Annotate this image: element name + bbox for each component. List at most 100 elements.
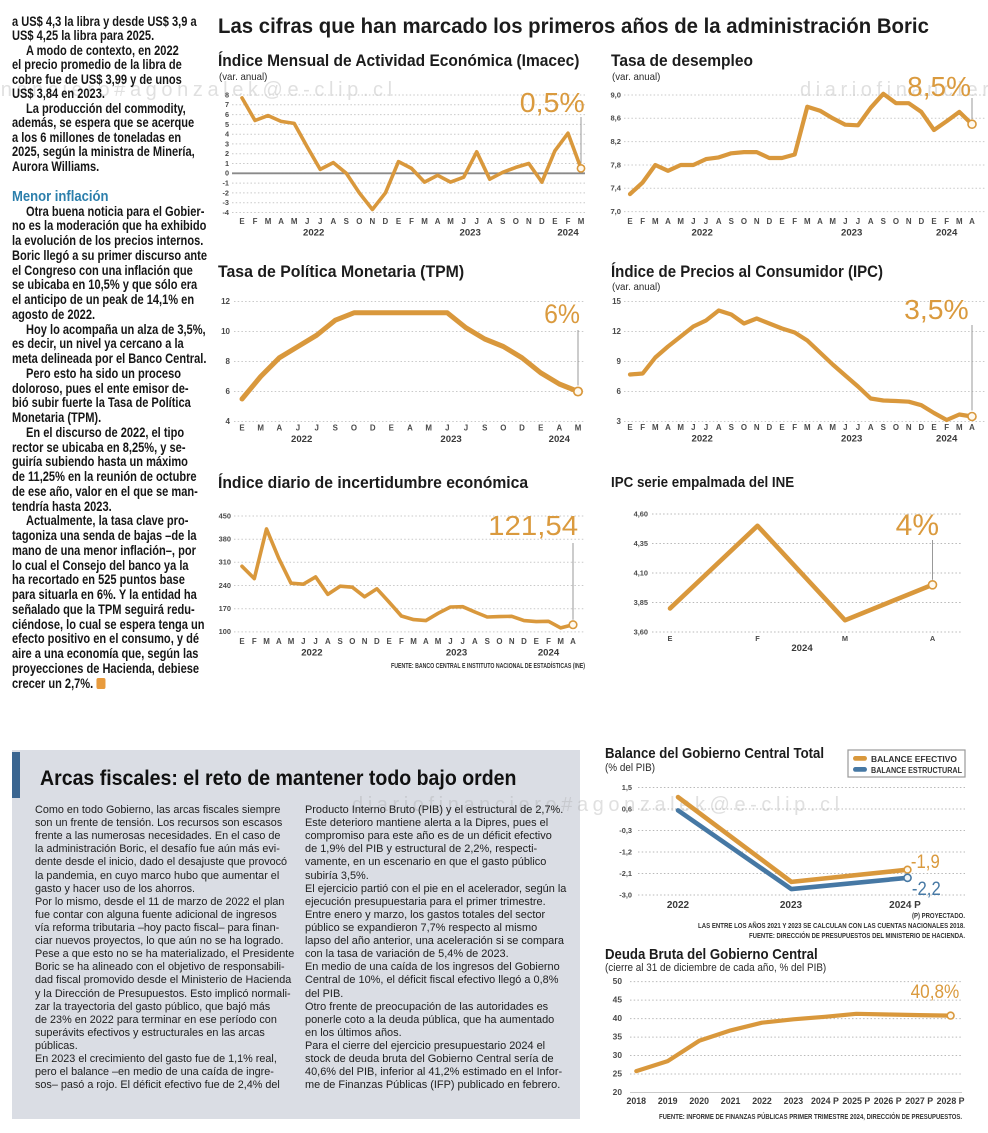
- svg-text:A: A: [817, 423, 823, 432]
- svg-text:15: 15: [612, 297, 621, 306]
- svg-text:1: 1: [225, 159, 229, 168]
- svg-text:6: 6: [226, 387, 231, 396]
- svg-text:A: A: [278, 217, 284, 226]
- svg-text:F: F: [640, 423, 645, 432]
- svg-text:35: 35: [613, 1032, 623, 1042]
- svg-text:J: J: [461, 637, 465, 646]
- svg-text:20: 20: [613, 1087, 623, 1097]
- svg-text:M: M: [288, 637, 295, 646]
- svg-text:D: D: [519, 424, 525, 433]
- svg-text:4: 4: [225, 130, 230, 139]
- svg-text:-2: -2: [223, 188, 230, 197]
- svg-text:E: E: [538, 424, 543, 433]
- svg-text:2022: 2022: [301, 648, 322, 659]
- svg-text:M: M: [435, 637, 442, 646]
- svg-text:12: 12: [612, 327, 621, 336]
- svg-text:D: D: [370, 424, 376, 433]
- svg-text:E: E: [534, 637, 539, 646]
- svg-text:D: D: [918, 217, 924, 226]
- svg-text:A: A: [817, 217, 823, 226]
- svg-text:A: A: [325, 637, 331, 646]
- svg-text:M: M: [829, 217, 836, 226]
- svg-text:M: M: [447, 217, 454, 226]
- svg-text:5: 5: [225, 120, 229, 129]
- svg-text:2020: 2020: [689, 1096, 709, 1106]
- svg-text:S: S: [729, 423, 734, 432]
- svg-text:2021: 2021: [721, 1096, 741, 1106]
- svg-text:M: M: [652, 217, 659, 226]
- svg-text:F: F: [253, 217, 258, 226]
- svg-text:2023: 2023: [784, 1096, 804, 1106]
- svg-text:3: 3: [617, 417, 622, 426]
- svg-text:N: N: [906, 217, 912, 226]
- svg-text:E: E: [396, 217, 401, 226]
- svg-text:M: M: [956, 423, 963, 432]
- svg-text:J: J: [315, 424, 319, 433]
- svg-text:E: E: [239, 424, 244, 433]
- svg-text:J: J: [318, 217, 322, 226]
- svg-text:A: A: [472, 637, 478, 646]
- svg-text:M: M: [265, 217, 272, 226]
- svg-text:S: S: [482, 424, 487, 433]
- svg-text:2023: 2023: [841, 228, 862, 239]
- svg-text:0,6: 0,6: [622, 804, 632, 813]
- svg-text:E: E: [239, 637, 244, 646]
- svg-text:E: E: [931, 423, 936, 432]
- svg-text:7,8: 7,8: [610, 160, 621, 169]
- svg-text:E: E: [668, 634, 673, 643]
- svg-text:2023: 2023: [780, 900, 803, 911]
- svg-text:2023: 2023: [446, 648, 467, 659]
- svg-text:2024: 2024: [549, 434, 571, 445]
- svg-text:2024: 2024: [557, 228, 579, 239]
- svg-text:1,5: 1,5: [622, 783, 632, 792]
- svg-text:J: J: [462, 217, 466, 226]
- svg-text:A: A: [276, 424, 282, 433]
- svg-text:O: O: [356, 217, 362, 226]
- svg-text:170: 170: [219, 604, 231, 613]
- svg-text:-1: -1: [223, 179, 230, 188]
- svg-text:M: M: [804, 217, 811, 226]
- svg-text:A: A: [930, 634, 936, 643]
- svg-text:J: J: [856, 423, 860, 432]
- svg-text:J: J: [445, 424, 449, 433]
- svg-text:-1,2: -1,2: [619, 847, 632, 856]
- svg-text:240: 240: [219, 581, 231, 590]
- svg-text:M: M: [410, 637, 417, 646]
- svg-text:J: J: [856, 217, 860, 226]
- svg-text:45: 45: [613, 995, 623, 1005]
- svg-text:A: A: [868, 217, 874, 226]
- svg-text:8,2: 8,2: [610, 137, 621, 146]
- svg-text:S: S: [729, 217, 734, 226]
- svg-text:25: 25: [613, 1068, 623, 1078]
- svg-text:LAS ENTRE LOS AÑOS 2021 Y 2023: LAS ENTRE LOS AÑOS 2021 Y 2023 SE CALCUL…: [698, 921, 965, 930]
- svg-text:40: 40: [613, 1013, 623, 1023]
- svg-text:M: M: [425, 424, 432, 433]
- svg-text:E: E: [389, 424, 394, 433]
- svg-text:N: N: [906, 423, 912, 432]
- svg-text:100: 100: [219, 627, 231, 636]
- svg-text:E: E: [386, 637, 391, 646]
- svg-text:4,10: 4,10: [634, 568, 648, 577]
- svg-text:M: M: [263, 637, 270, 646]
- svg-text:8: 8: [225, 90, 229, 99]
- svg-text:12: 12: [221, 297, 230, 306]
- svg-text:M: M: [421, 217, 428, 226]
- svg-text:BALANCE EFECTIVO: BALANCE EFECTIVO: [871, 755, 957, 764]
- svg-text:2027 P: 2027 P: [905, 1096, 933, 1106]
- svg-text:-2,1: -2,1: [619, 869, 632, 878]
- svg-text:30: 30: [613, 1050, 623, 1060]
- svg-text:2022: 2022: [752, 1096, 772, 1106]
- svg-text:F: F: [640, 217, 645, 226]
- svg-text:M: M: [652, 423, 659, 432]
- svg-text:A: A: [868, 423, 874, 432]
- svg-text:S: S: [333, 424, 338, 433]
- svg-text:N: N: [370, 217, 376, 226]
- svg-text:M: M: [257, 424, 264, 433]
- svg-text:A: A: [276, 637, 282, 646]
- svg-text:6: 6: [225, 110, 229, 119]
- svg-text:-3: -3: [223, 198, 230, 207]
- svg-text:A: A: [969, 217, 975, 226]
- svg-text:M: M: [804, 423, 811, 432]
- svg-text:E: E: [779, 217, 784, 226]
- svg-text:2024 P: 2024 P: [889, 900, 921, 911]
